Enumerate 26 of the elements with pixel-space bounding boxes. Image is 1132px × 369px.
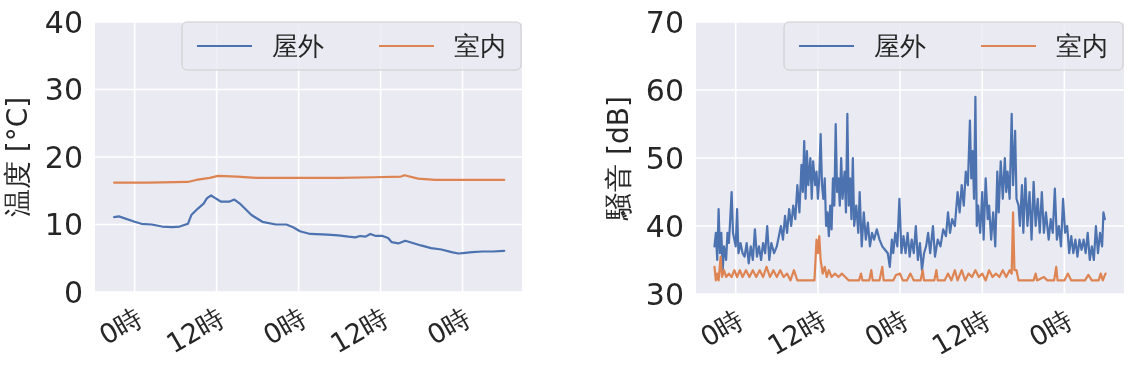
y-axis-title: 温度 [°C]: [1, 96, 34, 218]
x-tick-label: 0時: [421, 301, 476, 351]
legend-label: 屋外: [272, 31, 324, 61]
x-tick-label: 0時: [1023, 303, 1078, 353]
y-tick-label: 10: [44, 207, 83, 242]
x-tick-label: 12時: [160, 301, 230, 360]
y-tick-label: 50: [645, 140, 684, 176]
y-tick-label: 30: [44, 72, 83, 107]
y-tick-label: 20: [44, 139, 83, 175]
x-tick-label: 12時: [324, 301, 394, 360]
legend-label: 屋外: [874, 31, 926, 61]
y-tick-label: 40: [645, 208, 684, 244]
x-tick-label: 12時: [762, 303, 831, 362]
x-tick-label: 0時: [859, 303, 914, 353]
y-axis-title: 騒音 [dB]: [602, 96, 635, 221]
x-tick-label: 12時: [926, 303, 996, 362]
legend-label: 室内: [1056, 31, 1108, 61]
y-tick-label: 0: [63, 274, 83, 310]
y-tick-label: 70: [645, 4, 684, 40]
y-tick-label: 30: [645, 276, 684, 312]
x-tick-label: 0時: [93, 301, 148, 351]
legend-label: 室内: [454, 31, 506, 61]
x-tick-label: 0時: [694, 303, 749, 353]
y-tick-label: 60: [645, 72, 684, 108]
x-tick-label: 0時: [257, 301, 312, 351]
y-tick-label: 40: [44, 4, 83, 40]
